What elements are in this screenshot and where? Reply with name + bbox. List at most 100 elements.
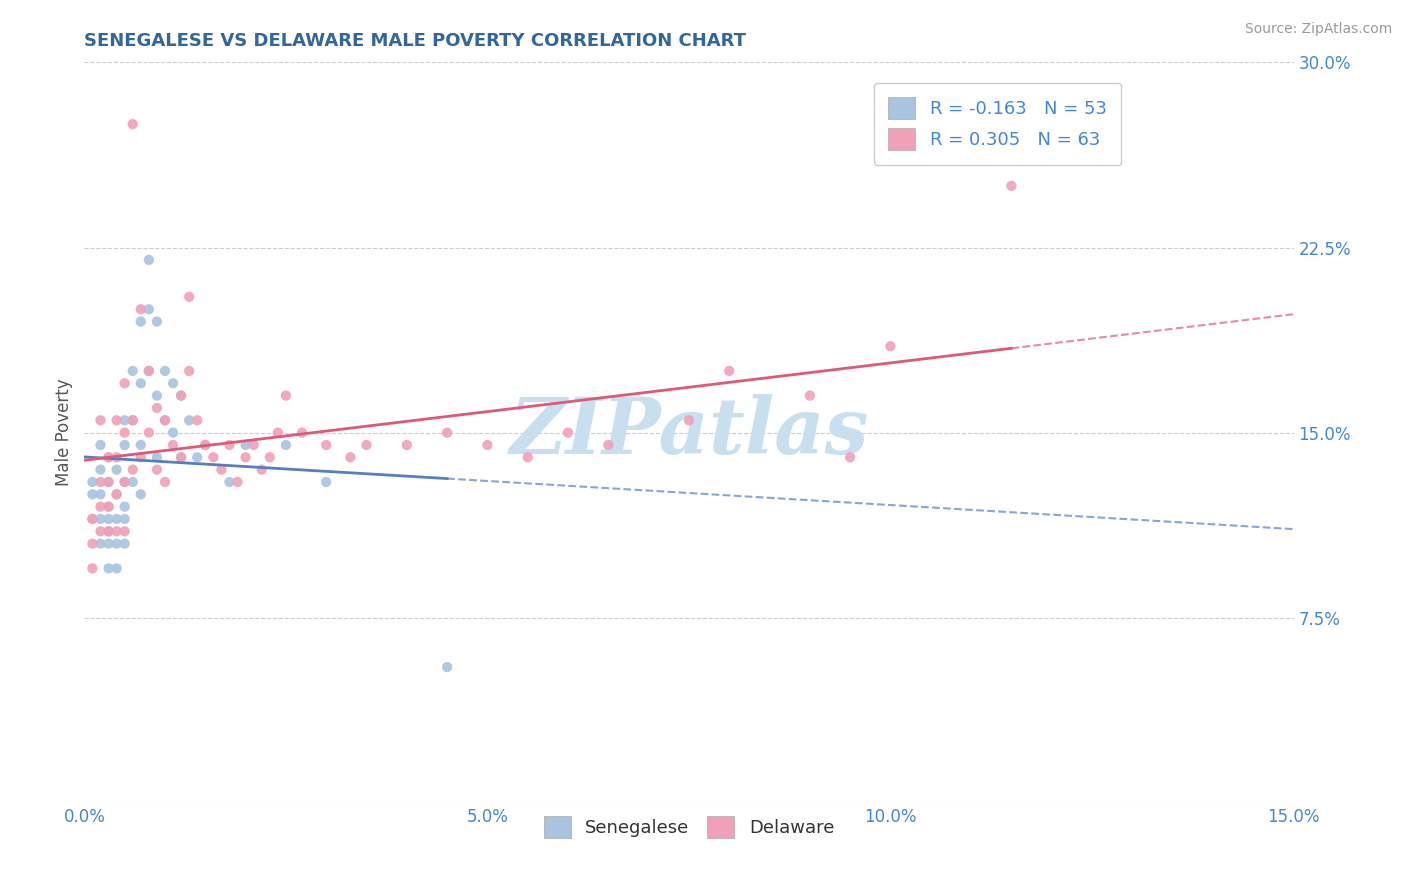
Point [114, 475, 136, 489]
Point [339, 450, 361, 465]
Point [82, 536, 104, 550]
Point [202, 450, 225, 465]
Point [235, 450, 257, 465]
Point [121, 462, 143, 476]
Point [162, 425, 184, 440]
Point [1000, 178, 1022, 193]
Point [516, 450, 538, 465]
Point [114, 524, 136, 539]
Point [97, 524, 120, 539]
Point [395, 438, 418, 452]
Point [162, 438, 184, 452]
Text: ZIPatlas: ZIPatlas [509, 394, 869, 471]
Point [678, 413, 700, 427]
Point [129, 376, 152, 391]
Legend: Senegalese, Delaware: Senegalese, Delaware [536, 809, 842, 846]
Point [97, 536, 120, 550]
Point [242, 438, 264, 452]
Point [105, 413, 128, 427]
Point [105, 536, 128, 550]
Point [114, 475, 136, 489]
Point [114, 500, 136, 514]
Point [146, 314, 169, 328]
Point [138, 425, 160, 440]
Point [129, 450, 152, 465]
Point [138, 364, 160, 378]
Point [89, 536, 111, 550]
Point [170, 450, 193, 465]
Point [226, 475, 249, 489]
Point [186, 413, 208, 427]
Point [146, 388, 169, 402]
Point [89, 462, 111, 476]
Point [129, 487, 152, 501]
Point [89, 413, 111, 427]
Point [598, 438, 620, 452]
Point [82, 561, 104, 575]
Point [114, 438, 136, 452]
Point [209, 462, 232, 476]
Point [194, 438, 217, 452]
Point [186, 450, 208, 465]
Point [121, 413, 143, 427]
Point [291, 425, 314, 440]
Point [153, 413, 176, 427]
Point [105, 450, 128, 465]
Point [179, 413, 201, 427]
Point [138, 364, 160, 378]
Point [97, 475, 120, 489]
Point [179, 290, 201, 304]
Point [274, 388, 297, 402]
Point [436, 425, 458, 440]
Point [114, 425, 136, 440]
Point [97, 512, 120, 526]
Point [89, 487, 111, 501]
Point [477, 438, 499, 452]
Point [129, 438, 152, 452]
Point [129, 314, 152, 328]
Point [153, 413, 176, 427]
Point [105, 462, 128, 476]
Text: SENEGALESE VS DELAWARE MALE POVERTY CORRELATION CHART: SENEGALESE VS DELAWARE MALE POVERTY CORR… [84, 32, 747, 50]
Point [315, 438, 337, 452]
Point [97, 500, 120, 514]
Point [718, 364, 741, 378]
Point [82, 512, 104, 526]
Point [146, 401, 169, 415]
Point [218, 475, 240, 489]
Point [82, 512, 104, 526]
Point [97, 561, 120, 575]
Point [356, 438, 378, 452]
Point [170, 388, 193, 402]
Point [114, 376, 136, 391]
Y-axis label: Male Poverty: Male Poverty [55, 379, 73, 486]
Point [179, 364, 201, 378]
Point [114, 536, 136, 550]
Point [436, 660, 458, 674]
Point [170, 388, 193, 402]
Point [146, 450, 169, 465]
Point [162, 376, 184, 391]
Point [82, 487, 104, 501]
Point [259, 450, 281, 465]
Point [105, 512, 128, 526]
Point [121, 117, 143, 131]
Point [194, 438, 217, 452]
Point [250, 462, 273, 476]
Point [121, 413, 143, 427]
Text: Source: ZipAtlas.com: Source: ZipAtlas.com [1244, 22, 1392, 37]
Point [879, 339, 901, 353]
Point [82, 475, 104, 489]
Point [89, 438, 111, 452]
Point [153, 475, 176, 489]
Point [121, 475, 143, 489]
Point [129, 302, 152, 317]
Point [97, 450, 120, 465]
Point [105, 487, 128, 501]
Point [105, 561, 128, 575]
Point [97, 450, 120, 465]
Point [89, 512, 111, 526]
Point [557, 425, 579, 440]
Point [274, 438, 297, 452]
Point [97, 500, 120, 514]
